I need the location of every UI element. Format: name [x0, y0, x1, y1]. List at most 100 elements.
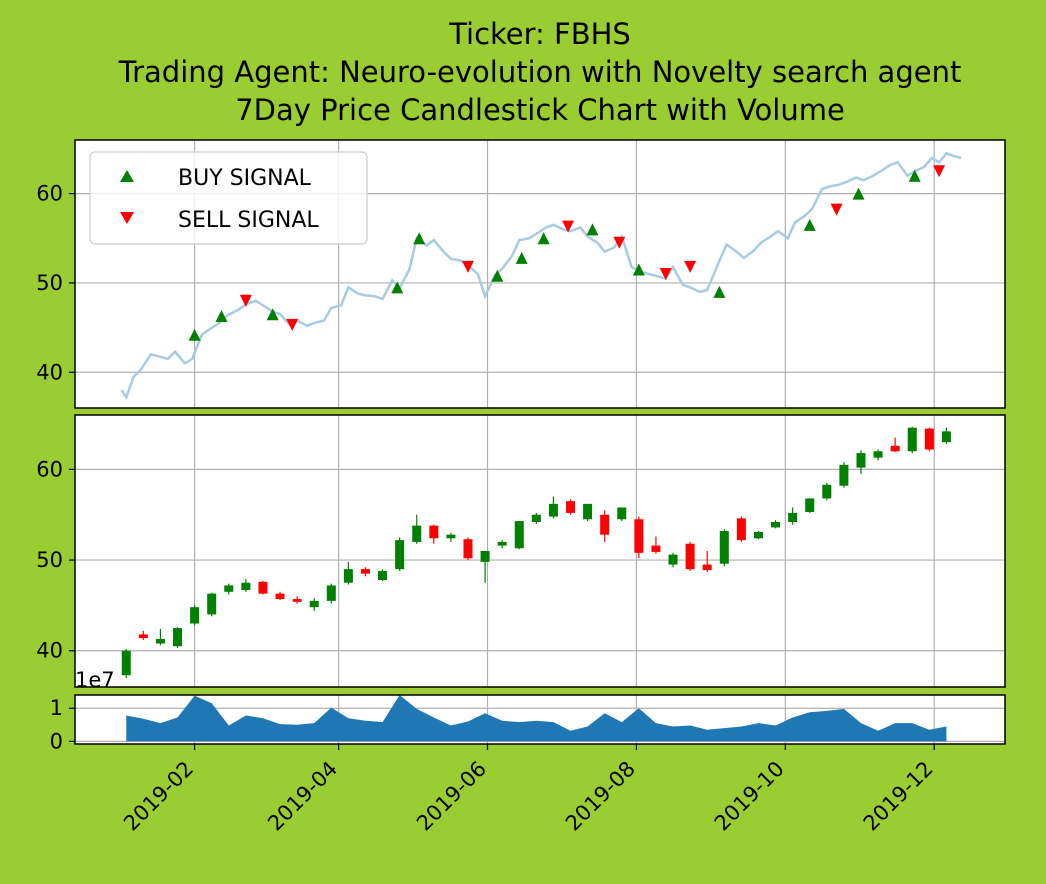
candle-body: [326, 585, 336, 601]
title-ticker: Ticker: FBHS: [448, 17, 631, 51]
up-candle: [753, 531, 763, 540]
price-panel-frame: [74, 139, 1006, 409]
candle-body: [634, 519, 644, 553]
sell-signal-marker: [684, 260, 697, 273]
legend-sell-label: SELL SIGNAL: [178, 208, 319, 233]
candle-body: [258, 581, 268, 594]
candle-body: [617, 507, 627, 520]
buy-signal-marker: [215, 309, 228, 322]
sell-signal-layer: [239, 165, 946, 331]
sell-signal-marker: [461, 260, 474, 273]
down-candle: [360, 567, 370, 577]
up-candle: [531, 512, 541, 524]
buy-signal-marker: [188, 328, 201, 341]
candle-body: [155, 638, 165, 644]
candle-body: [685, 543, 695, 570]
candle-body: [548, 503, 558, 517]
y-tick-label: 50: [36, 271, 63, 295]
up-candle: [617, 507, 627, 522]
volume-scale-label: 1e7: [75, 668, 115, 692]
sell-signal-marker: [562, 220, 575, 233]
down-candle: [634, 516, 644, 559]
buy-signal-layer: [188, 169, 921, 341]
candle-panel-background: [75, 415, 1005, 687]
price-panel-grid: [75, 140, 1005, 408]
up-candle: [788, 507, 798, 525]
down-candle: [429, 524, 439, 544]
up-candle: [395, 537, 405, 571]
title-agent: Trading Agent: Neuro-evolution with Nove…: [118, 55, 962, 89]
buy-signal-marker: [713, 285, 726, 298]
up-candle: [873, 449, 883, 461]
candle-panel-y-axis: 40 50 60: [36, 457, 75, 663]
candle-body: [702, 564, 712, 571]
sell-signal-marker: [659, 268, 672, 280]
candle-body: [583, 503, 593, 520]
up-candle: [719, 529, 729, 567]
volume-layer: [126, 695, 947, 742]
down-candle: [685, 541, 695, 571]
candle-body: [924, 428, 934, 450]
up-candle: [497, 540, 507, 549]
candle-body: [856, 453, 866, 468]
down-candle: [566, 499, 576, 515]
price-panel-y-axis: 40 50 60: [36, 182, 75, 384]
candle-body: [890, 445, 900, 452]
legend-buy-marker: [120, 170, 134, 182]
legend: BUY SIGNAL SELL SIGNAL: [89, 151, 368, 245]
buy-signal-marker: [803, 218, 816, 231]
volume-panel-y-axis: 01: [50, 696, 75, 753]
y-tick-label: 40: [36, 360, 63, 384]
up-candle: [583, 503, 593, 522]
price-line: [120, 151, 962, 401]
candle-body: [343, 569, 353, 583]
buy-signal-marker: [852, 187, 865, 200]
sell-signal-marker: [933, 165, 946, 178]
up-candle: [548, 496, 558, 519]
candle-body: [275, 593, 285, 600]
sell-signal-marker: [286, 318, 299, 331]
y-tick-label: 50: [36, 548, 63, 572]
volume-area: [126, 695, 947, 742]
candle-body: [907, 427, 917, 452]
down-candle: [258, 580, 268, 595]
candle-body: [719, 531, 729, 564]
up-candle: [326, 583, 336, 604]
y-tick-label: 1: [50, 696, 63, 720]
candle-body: [463, 539, 473, 559]
down-candle: [292, 596, 302, 604]
candle-body: [805, 498, 815, 513]
candle-body: [941, 431, 951, 443]
candle-body: [395, 540, 405, 570]
candle-body: [207, 593, 217, 615]
y-tick-label: 40: [36, 639, 63, 663]
candle-body: [753, 531, 763, 539]
up-candle: [378, 569, 388, 581]
buy-signal-marker: [491, 269, 504, 282]
up-candle: [856, 450, 866, 474]
candle-body: [173, 628, 183, 647]
candle-body: [480, 551, 490, 562]
down-candle: [924, 427, 934, 452]
candle-body: [378, 570, 388, 581]
up-candle: [241, 579, 251, 592]
down-candle: [275, 591, 285, 600]
volume-panel-frame: [74, 694, 1006, 745]
legend-sell-marker: [120, 212, 134, 224]
candle-body: [788, 512, 798, 522]
down-candle: [702, 551, 712, 572]
up-candle: [907, 426, 917, 454]
candle-body: [121, 650, 131, 676]
up-candle: [190, 605, 200, 626]
buy-signal-marker: [515, 251, 528, 264]
down-candle: [651, 536, 661, 554]
candle-body: [224, 585, 234, 592]
candle-body: [651, 545, 661, 552]
up-candle: [480, 551, 490, 583]
down-candle: [890, 437, 900, 453]
buy-signal-marker: [586, 223, 599, 236]
up-candle: [822, 483, 832, 501]
candle-body: [600, 514, 610, 535]
down-candle: [463, 537, 473, 561]
